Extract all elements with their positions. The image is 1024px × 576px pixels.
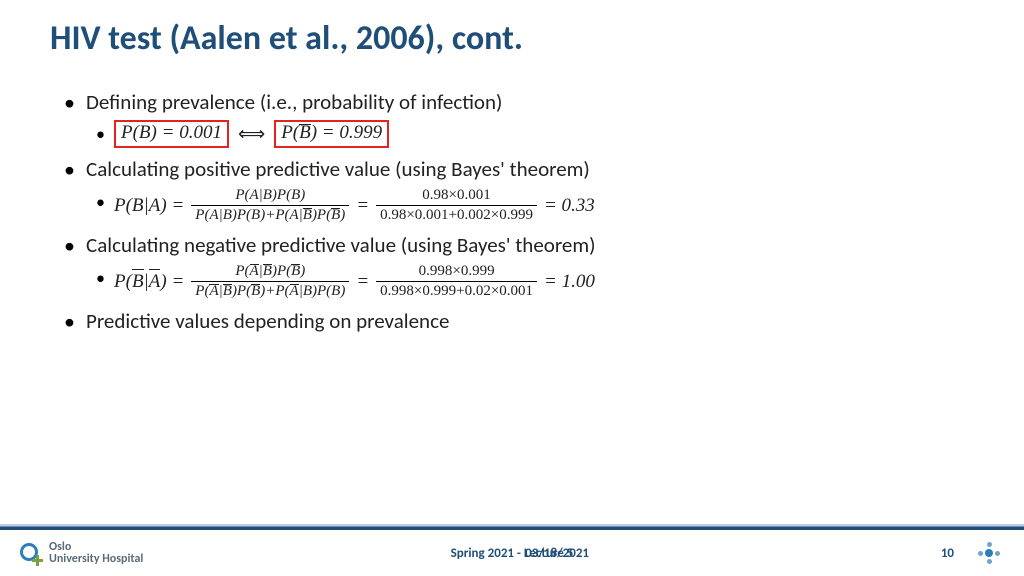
eq-result: = 1.00 (544, 268, 595, 296)
bullet-prevalence: Defining prevalence (i.e., probability o… (60, 87, 974, 148)
bullet-npv: Calculating negative predictive value (u… (60, 230, 974, 300)
fraction-numeric: 0.998×0.999 0.998×0.999+0.02×0.001 (376, 263, 537, 301)
eq-lead: P(B|A) = (114, 192, 184, 220)
eq-result: = 0.33 (544, 192, 595, 220)
equation-ppv: P(B|A) = P(A|B)P(B) P(A|B)P(B)+P(A|B)P(B… (86, 187, 974, 225)
equals: = (356, 268, 369, 296)
bullet-predictive: Predictive values depending on prevalenc… (60, 306, 974, 336)
slide-content: Defining prevalence (i.e., probability o… (0, 67, 1024, 524)
slide-title: HIV test (Aalen et al., 2006), cont. (0, 0, 1024, 67)
boxed-pbbar: P(B) = 0.999 (274, 120, 389, 148)
logo-icon (18, 541, 42, 565)
bullet-text: Calculating positive predictive value (u… (86, 156, 590, 182)
slide: HIV test (Aalen et al., 2006), cont. Def… (0, 0, 1024, 576)
equation-npv: P(B|A) = P(A|B)P(B) P(A|B)P(B)+P(A|B)P(B… (86, 263, 974, 301)
eq-lead: P(B|A) = (114, 268, 184, 296)
fraction-symbolic: P(A|B)P(B) P(A|B)P(B)+P(A|B)P(B) (191, 263, 349, 301)
equals: = (356, 192, 369, 220)
footer: Oslo University Hospital 03/18/2021 Spri… (0, 530, 1024, 576)
bullet-text: Predictive values depending on prevalenc… (86, 308, 449, 334)
equation-prevalence: P(B) = 0.001 ⟺ P(B) = 0.999 (86, 119, 974, 148)
fraction-symbolic: P(A|B)P(B) P(A|B)P(B)+P(A|B)P(B) (191, 187, 349, 225)
bullet-text: Defining prevalence (i.e., probability o… (86, 89, 502, 115)
page-number: 10 (941, 546, 954, 561)
dots-icon (976, 540, 1002, 566)
org-logo: Oslo University Hospital (18, 541, 143, 565)
fraction-numeric: 0.98×0.001 0.98×0.001+0.002×0.999 (376, 187, 537, 225)
boxed-pb: P(B) = 0.001 (114, 120, 229, 148)
bullet-text: Calculating negative predictive value (u… (86, 232, 596, 258)
iff-symbol: ⟺ (233, 121, 270, 149)
bullet-ppv: Calculating positive predictive value (u… (60, 154, 974, 224)
footer-center: Spring 2021 - Lecture 5 (451, 546, 574, 561)
org-name: Oslo University Hospital (49, 541, 143, 565)
